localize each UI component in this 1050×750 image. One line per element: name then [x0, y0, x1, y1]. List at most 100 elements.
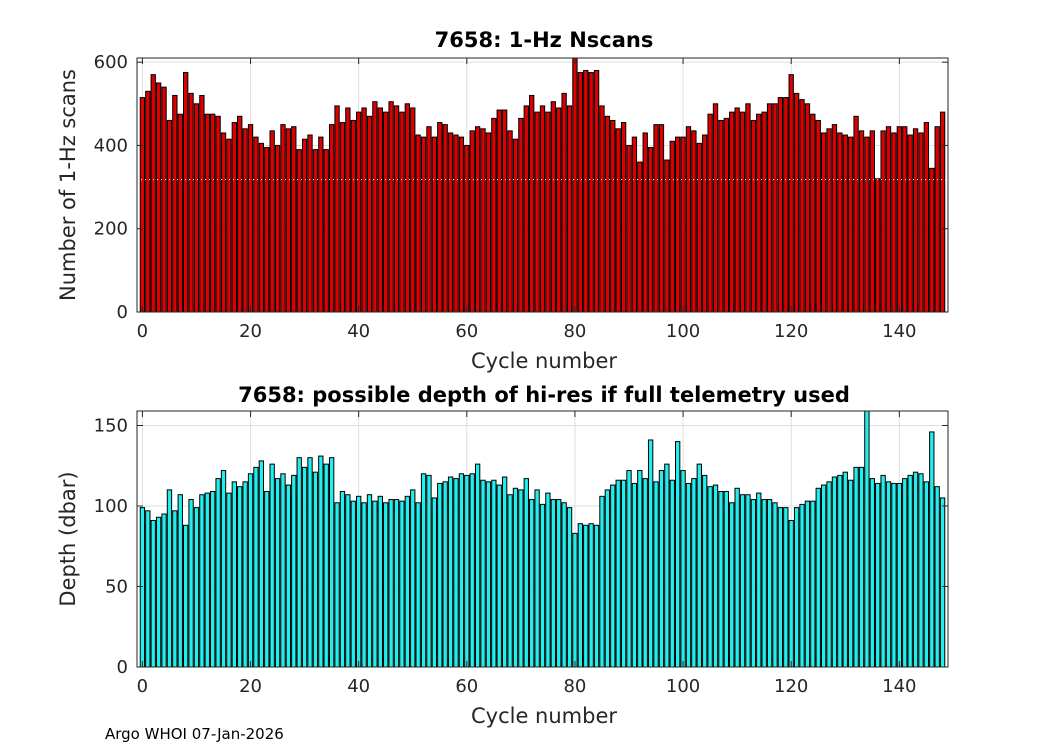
bar: [410, 489, 416, 668]
bar: [210, 491, 216, 668]
bar: [864, 410, 870, 668]
bar: [323, 463, 329, 668]
bar: [885, 126, 892, 313]
x-tick-label: 40: [347, 321, 370, 342]
bar: [231, 122, 237, 313]
bar: [777, 507, 784, 668]
bar: [718, 491, 724, 668]
bar: [799, 99, 805, 313]
ticks: 0 20 40 60 80 100 120 140 0 50 100 150: [94, 411, 948, 697]
bar: [918, 473, 924, 668]
bar: [853, 466, 859, 668]
bar: [766, 499, 773, 668]
bar: [653, 481, 659, 668]
bar: [485, 132, 492, 313]
bar: [507, 494, 513, 668]
bar: [534, 489, 540, 668]
bar: [431, 136, 438, 313]
bar: [361, 107, 367, 313]
bar: [383, 502, 389, 668]
bar: [691, 130, 697, 313]
bar: [480, 479, 486, 668]
bar: [199, 494, 205, 668]
bar: [804, 103, 811, 313]
bar: [556, 107, 562, 313]
bar: [491, 479, 497, 668]
bar: [658, 470, 665, 668]
bar: [939, 111, 946, 313]
bar: [328, 457, 335, 668]
bar: [669, 479, 675, 668]
bar: [415, 502, 421, 668]
bar: [269, 463, 275, 668]
bar: [437, 482, 443, 668]
bar: [772, 502, 778, 668]
bar: [318, 136, 324, 313]
bar: [739, 111, 746, 313]
bar: [761, 111, 767, 313]
bar: [669, 140, 675, 313]
bar: [718, 119, 724, 313]
chart-title: 7658: possible depth of hi-res if full t…: [238, 383, 850, 407]
x-tick-label: 20: [239, 676, 262, 697]
bar: [734, 487, 740, 668]
bar: [496, 109, 502, 313]
bar: [723, 117, 729, 313]
bar: [853, 115, 859, 313]
bar: [793, 92, 800, 313]
bar: [280, 473, 286, 668]
bar: [458, 473, 465, 668]
bar: [820, 484, 827, 668]
bar: [815, 119, 821, 313]
bar: [599, 495, 605, 668]
bar: [534, 111, 540, 313]
bar: [274, 478, 281, 668]
bar: [918, 132, 924, 313]
chart-title: 7658: 1-Hz Nscans: [435, 28, 654, 52]
bar: [912, 128, 919, 313]
y-tick-label: 200: [94, 219, 128, 240]
bar: [788, 519, 794, 668]
bar: [593, 524, 600, 668]
bar: [923, 122, 930, 313]
bar: [858, 466, 865, 668]
x-tick-label: 40: [347, 676, 370, 697]
bar: [215, 115, 221, 313]
bar: [880, 130, 886, 313]
bar: [556, 499, 562, 668]
bar: [172, 94, 178, 313]
bar: [647, 147, 654, 313]
bar: [891, 482, 897, 668]
bar: [166, 119, 173, 313]
bar: [615, 128, 621, 313]
bar: [610, 119, 616, 313]
bar: [772, 103, 778, 313]
bar: [188, 499, 194, 668]
bar: [285, 484, 292, 668]
bar: [626, 144, 632, 313]
bar: [712, 484, 719, 668]
bar: [269, 130, 275, 313]
bar: [253, 466, 259, 668]
bar: [296, 457, 302, 668]
bar: [761, 499, 767, 668]
bar: [810, 500, 816, 668]
y-tick-label: 150: [94, 415, 128, 436]
bar: [631, 482, 638, 668]
bar: [685, 126, 692, 313]
y-axis-label: Depth (dbar): [56, 471, 80, 606]
bar: [702, 474, 708, 668]
bar: [474, 126, 481, 313]
bar: [583, 524, 589, 668]
bar: [334, 502, 340, 668]
x-axis-label: Cycle number: [471, 704, 617, 728]
bar: [745, 494, 751, 668]
bar: [183, 72, 189, 313]
bar: [799, 503, 805, 668]
bar: [577, 523, 584, 668]
bar: [215, 478, 221, 668]
bar: [820, 132, 827, 313]
bar: [247, 124, 254, 313]
bar: [296, 149, 302, 313]
bar: [388, 101, 394, 313]
